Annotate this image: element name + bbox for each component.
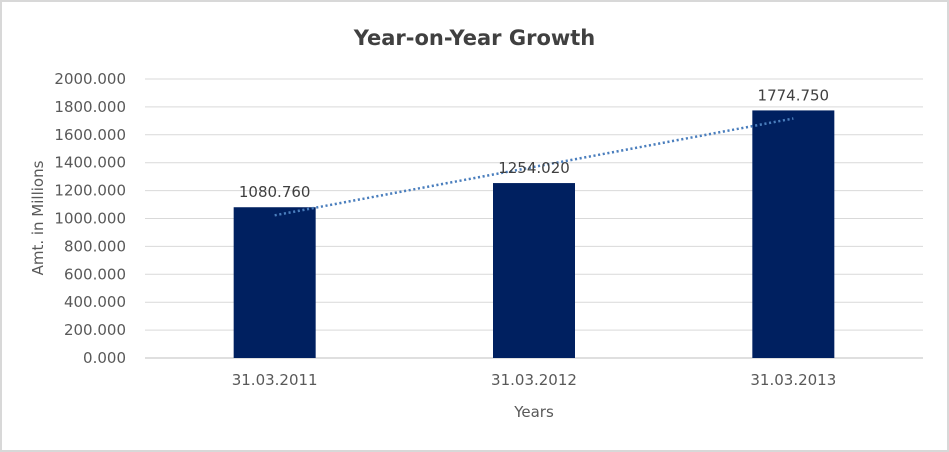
y-axis-tick-label: 200.000 [64,321,126,339]
x-axis-category-label: 31.03.2011 [232,371,318,389]
bar-column [493,183,575,358]
y-axis-tick-label: 800.000 [64,237,126,255]
bar-data-label: 1254.020 [498,159,570,177]
y-axis-tick-label: 1200.000 [54,182,126,200]
trendline [274,117,794,217]
y-axis-tick-label: 1000.000 [54,210,126,228]
bar-data-label: 1080.760 [239,183,311,201]
y-axis-tick-label: 600.000 [64,265,126,283]
y-axis-title: Amt. in Millions [29,160,47,276]
bar-column [233,207,316,358]
y-axis-tick-label: 0.000 [83,349,126,367]
bar-column [752,110,835,358]
y-axis-tick-label: 1400.000 [54,154,126,172]
x-axis-category-label: 31.03.2012 [491,371,577,389]
y-axis-tick-label: 1600.000 [54,126,126,144]
x-axis-category-label: 31.03.2013 [750,371,836,389]
y-axis-tick-label: 400.000 [64,293,126,311]
x-axis-title: Years [514,403,554,421]
y-axis-tick-label: 1800.000 [54,98,126,116]
bar-data-label: 1774.750 [758,86,830,104]
y-axis-tick-label: 2000.000 [54,70,126,88]
chart-title: Year-on-Year Growth [353,26,596,50]
